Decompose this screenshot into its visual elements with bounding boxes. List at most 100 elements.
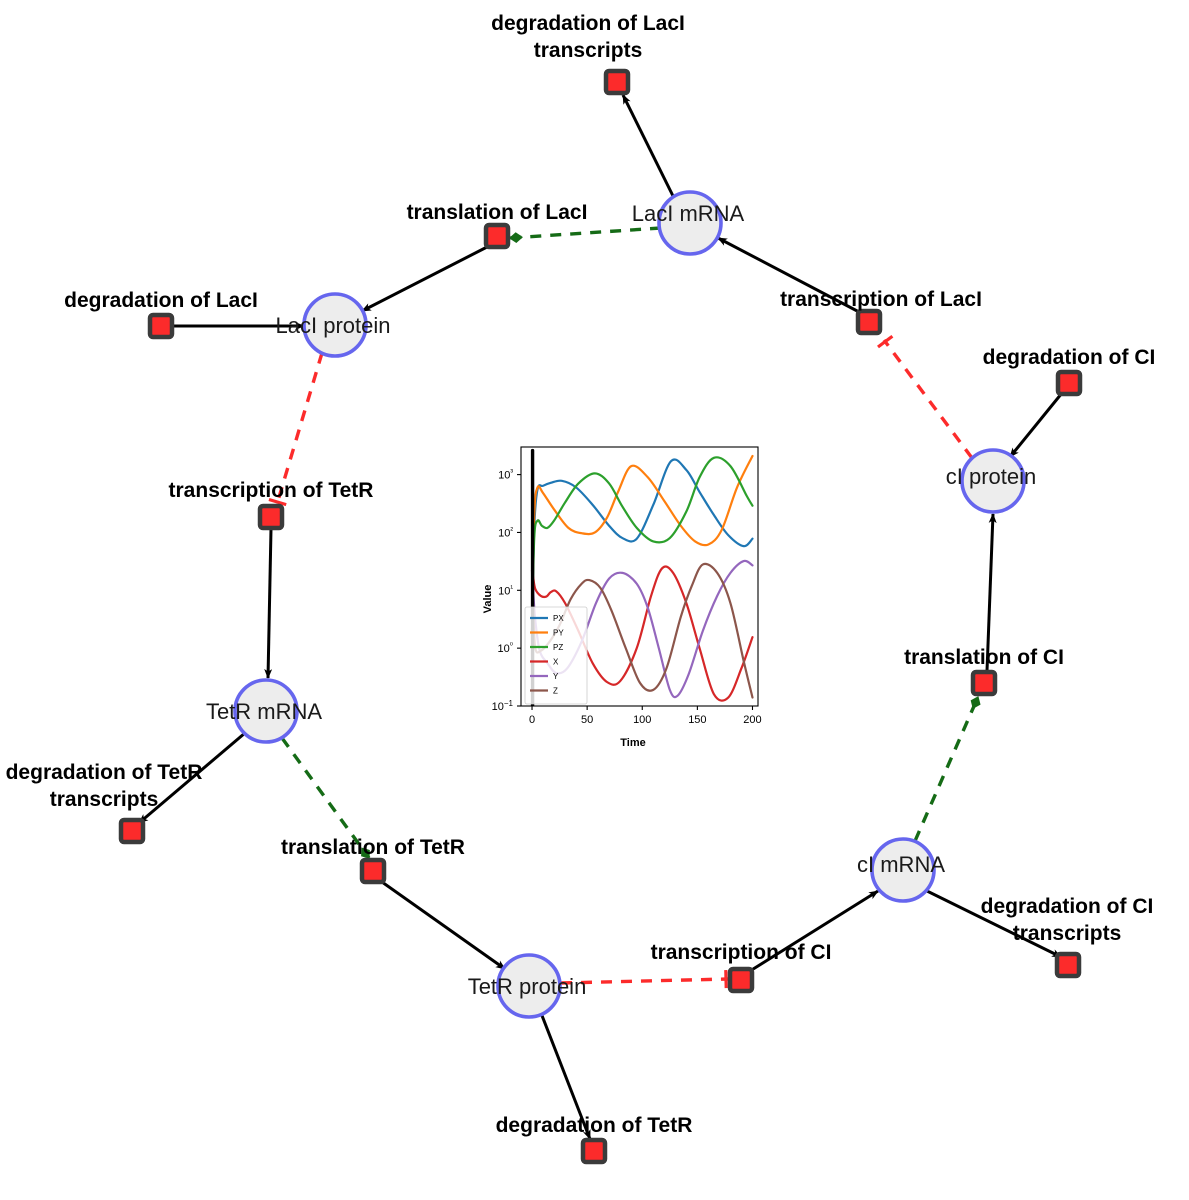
reaction-square[interactable] [603,68,631,96]
series-line-X [530,565,754,702]
reaction-square[interactable] [727,966,755,994]
timecourse-plot-inset: 0 50 100 150 200 10−1 10⁰ 10¹ 10² 10³ PX PY PZ X Y Z T… [474,438,772,758]
species-node-tetr_mrna[interactable] [233,678,299,744]
edge-inhibit [877,334,974,460]
reaction-label-deg_laci: degradation of LacI [64,289,258,312]
plot-yaxis-title: Value [482,585,494,614]
plot-axes [517,446,759,710]
x-tick-label: 200 [743,714,761,726]
species-circle[interactable] [302,292,368,358]
reaction-square[interactable] [359,857,387,885]
species-circle[interactable] [870,837,936,903]
reaction-square[interactable] [147,312,175,340]
reaction-node-deg_ci_transcripts[interactable] [1054,951,1082,979]
edge-activate [509,226,662,243]
reaction-square[interactable] [118,817,146,845]
reaction-label-translation_ci: translation of CI [904,646,1064,669]
reaction-label-deg_ci_transcripts: degradation of CI transcripts [981,895,1154,945]
edge-consume [539,1012,592,1140]
reaction-square[interactable] [257,503,285,531]
reaction-square[interactable] [580,1137,608,1165]
plot-background [475,439,771,757]
reaction-square[interactable] [1054,951,1082,979]
x-tick-label: 0 [529,714,535,726]
edge-consume [717,236,862,315]
reaction-label-transcription_ci: transcription of CI [651,941,832,964]
plot-legend: PX PY PZ XYZ [524,606,588,705]
series-line-PZ [530,456,754,632]
edge-layer [138,94,1064,1140]
legend-label-PZ: PZ [553,643,563,652]
reaction-node-deg_laci[interactable] [147,312,175,340]
edge-activate [280,737,371,859]
reaction-node-transcription_ci[interactable] [727,966,755,994]
series-line-PX [530,458,754,632]
reaction-label-deg_tetr_transcripts: degradation of TetR transcripts [6,761,203,811]
legend-label-PY: PY [553,629,564,638]
y-tick-label: 10² [498,525,513,540]
edge-consume [985,513,997,672]
reaction-label-translation_laci: translation of LacI [407,201,588,224]
reaction-label-translation_tetr: translation of TetR [281,836,465,859]
series-line-PY [530,454,754,632]
timecourse-plot: 0 50 100 150 200 10−1 10⁰ 10¹ 10² 10³ PX PY PZ XYZ T… [475,439,771,757]
reaction-node-deg_tetr_transcripts[interactable] [118,817,146,845]
y-tick-label: 10³ [498,467,513,482]
species-label-ci_mrna: cI mRNA [857,852,945,877]
species-circle[interactable] [657,190,723,256]
node-layer [118,68,1083,1165]
species-node-tetr_protein[interactable] [496,953,562,1019]
edge-consume [361,244,490,313]
species-label-laci_mrna: LacI mRNA [632,201,745,226]
reaction-node-deg_tetr[interactable] [580,1137,608,1165]
species-node-laci_mrna[interactable] [657,190,723,256]
edge-consume [924,888,1062,959]
species-label-laci_protein: LacI protein [276,313,391,338]
species-circle[interactable] [960,448,1026,514]
x-tick-label: 100 [633,714,651,726]
reaction-square[interactable] [483,222,511,250]
reaction-label-deg_ci: degradation of CI [983,346,1156,369]
reaction-node-transcription_tetr[interactable] [257,503,285,531]
species-circle[interactable] [496,953,562,1019]
edge-consume [621,94,676,199]
y-tick-label: 10−1 [492,699,514,714]
species-label-ci_protein: cI protein [946,464,1037,489]
reaction-node-deg_laci_transcripts[interactable] [603,68,631,96]
y-tick-label: 10¹ [498,583,513,598]
species-circle[interactable] [233,678,299,744]
reaction-label-deg_laci_transcripts: degradation of LacI transcripts [491,12,685,62]
reaction-node-deg_ci[interactable] [1055,369,1083,397]
y-tick-label: 10⁰ [498,641,513,656]
edge-inhibit [560,970,729,989]
plot-tick-labels: 0 50 100 150 200 10−1 10⁰ 10¹ 10² 10³ [492,467,762,726]
species-node-ci_mrna[interactable] [870,837,936,903]
x-tick-label: 50 [581,714,593,726]
reaction-square[interactable] [855,308,883,336]
reaction-label-transcription_tetr: transcription of TetR [169,479,374,502]
reaction-square[interactable] [1055,369,1083,397]
reaction-square[interactable] [970,669,998,697]
edge-inhibit [268,352,324,507]
species-label-tetr_mrna: TetR mRNA [206,699,322,724]
legend-box [524,606,588,705]
species-label-tetr_protein: TetR protein [468,974,587,999]
edge-activate [913,696,981,842]
edge-consume [381,880,506,971]
species-node-laci_protein[interactable] [302,292,368,358]
plot-xaxis-title: Time [620,737,645,749]
legend-label-PX: PX [553,614,564,623]
reaction-node-translation_laci[interactable] [483,222,511,250]
plot-frame [520,446,759,707]
edge-consume [749,889,879,973]
label-layer: LacI mRNA LacI protein TetR mRNA TetR prote… [6,12,1156,1137]
legend-label-Y: Y [553,672,559,681]
edge-consume [1008,392,1064,458]
edge-consume [138,731,246,825]
reaction-node-transcription_laci[interactable] [855,308,883,336]
reaction-node-translation_tetr[interactable] [359,857,387,885]
species-node-ci_protein[interactable] [960,448,1026,514]
reaction-node-translation_ci[interactable] [970,669,998,697]
